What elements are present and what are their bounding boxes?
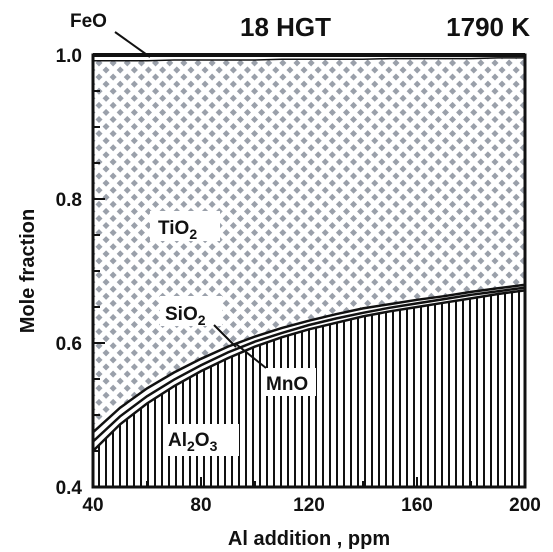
svg-text:Al2O3: Al2O3 (168, 430, 218, 454)
x-tick-label-3: 160 (401, 495, 433, 516)
al2o3-boundary-line (93, 289, 525, 452)
tio2-label-text: TiO (158, 218, 189, 239)
sio2-label-sub: 2 (198, 312, 206, 328)
x-tick-label-0: 40 (82, 495, 103, 516)
al2o3-label-o: O (195, 430, 210, 451)
tio2-boundary-line (93, 57, 525, 62)
x-tick-label-2: 120 (293, 495, 325, 516)
axis-ticks (92, 54, 526, 488)
mno-label: MnO (262, 368, 316, 396)
chart-title-left: 18 HGT (240, 12, 331, 42)
y-tick-label-0: 0.4 (56, 478, 83, 499)
feo-label: FeO (70, 11, 107, 32)
mno-boundary-line (93, 286, 525, 443)
sio2-leader-line (213, 324, 237, 348)
y-tick-label-1: 0.6 (56, 334, 82, 355)
sio2-label-text: SiO (165, 304, 198, 325)
tio2-label-box (150, 211, 220, 241)
sio2-boundary-line (93, 283, 525, 434)
chart-title-right: 1790 K (446, 12, 530, 42)
y-axis-title: Mole fraction (17, 209, 39, 333)
plot-areas (93, 57, 525, 487)
svg-text:SiO2: SiO2 (165, 304, 206, 328)
sio2-label-box (160, 296, 222, 326)
y-tick-label-3: 1.0 (56, 46, 82, 67)
y-tick-label-2: 0.8 (56, 190, 82, 211)
al2o3-label-sub1: 2 (187, 438, 195, 454)
al2o3-label-sub2: 3 (210, 438, 218, 454)
sio2-label: SiO2 (160, 296, 222, 328)
x-tick-label-1: 80 (190, 495, 211, 516)
tio2-region (93, 57, 525, 433)
tio2-label: TiO2 (150, 211, 220, 242)
al2o3-label-al: Al (168, 430, 187, 451)
mno-label-box (262, 368, 316, 396)
feo-leader-line (114, 31, 151, 58)
x-tick-label-4: 200 (509, 495, 541, 516)
tio2-label-sub: 2 (189, 226, 197, 242)
x-axis-title: Al addition , ppm (228, 528, 390, 550)
mno-label-text: MnO (266, 374, 308, 395)
svg-text:TiO2: TiO2 (158, 218, 197, 242)
mno-leader-line (235, 343, 267, 369)
al2o3-label-box (163, 424, 239, 456)
al2o3-label: Al2O3 (163, 424, 239, 456)
